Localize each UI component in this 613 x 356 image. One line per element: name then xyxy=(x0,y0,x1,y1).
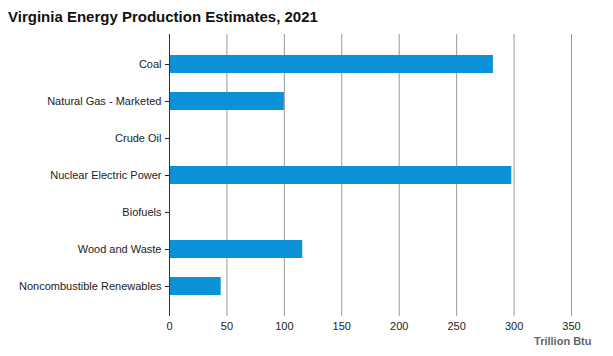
svg-text:100: 100 xyxy=(275,320,293,332)
svg-text:250: 250 xyxy=(447,320,465,332)
svg-text:0: 0 xyxy=(166,320,172,332)
svg-text:Natural Gas - Marketed: Natural Gas - Marketed xyxy=(47,95,161,107)
svg-text:Biofuels: Biofuels xyxy=(122,206,162,218)
svg-text:Nuclear Electric Power: Nuclear Electric Power xyxy=(50,169,162,181)
svg-text:Crude Oil: Crude Oil xyxy=(115,132,161,144)
svg-text:350: 350 xyxy=(562,320,580,332)
svg-text:50: 50 xyxy=(221,320,233,332)
svg-text:Trillion Btu: Trillion Btu xyxy=(534,335,591,347)
svg-text:200: 200 xyxy=(390,320,408,332)
html-text:Virginia Energy Production Est: Virginia Energy Production Estimates, 20… xyxy=(8,8,318,25)
svg-text:Noncombustible Renewables: Noncombustible Renewables xyxy=(19,280,162,292)
svg-text:Wood and Waste: Wood and Waste xyxy=(78,243,162,255)
svg-text:300: 300 xyxy=(505,320,523,332)
svg-text:150: 150 xyxy=(333,320,351,332)
svg-text:Coal: Coal xyxy=(139,58,162,70)
